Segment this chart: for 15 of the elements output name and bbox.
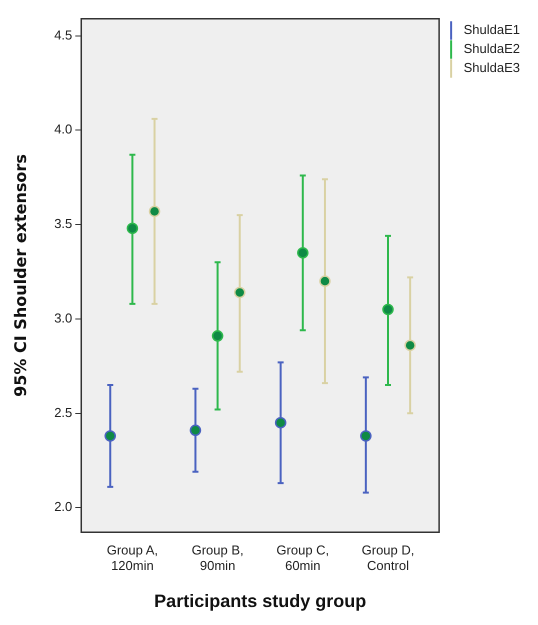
x-tick-label: Group B, 90min bbox=[192, 542, 244, 574]
y-tick-label: 4.0 bbox=[54, 122, 72, 137]
legend-label: ShuldaE3 bbox=[464, 60, 520, 76]
y-tick-label: 3.0 bbox=[54, 310, 72, 326]
x-axis-title: Participants study group bbox=[154, 591, 366, 612]
y-axis-title: 95% CI Shoulder extensors bbox=[10, 154, 30, 397]
legend-label: ShuldaE2 bbox=[464, 41, 520, 56]
y-tick-label: 2.5 bbox=[54, 404, 72, 420]
y-tick-label: 3.5 bbox=[54, 216, 72, 232]
x-tick-label: Group C, 60min bbox=[276, 542, 330, 574]
y-tick-label: 4.5 bbox=[54, 27, 72, 42]
y-tick-label: 2.0 bbox=[54, 499, 72, 514]
x-tick-label: Group D, Control bbox=[362, 542, 414, 574]
legend-label: ShuldaE1 bbox=[464, 22, 520, 38]
x-tick-label: Group A, 120min bbox=[106, 542, 158, 574]
